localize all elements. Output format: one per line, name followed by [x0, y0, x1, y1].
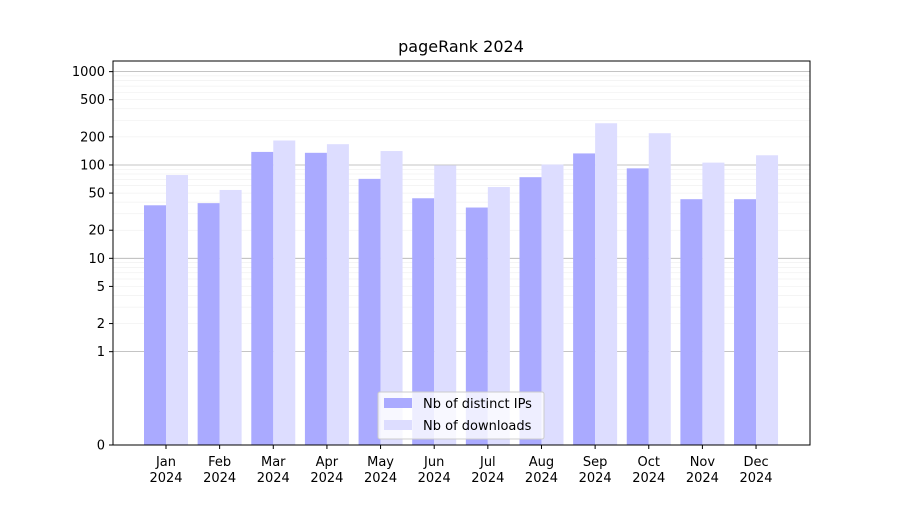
bar-downloads [219, 189, 242, 445]
x-tick-label-month: Mar [261, 455, 286, 470]
x-tick-label-year: 2024 [418, 471, 451, 486]
bar-downloads [487, 187, 510, 445]
x-tick-label-month: Oct [638, 455, 660, 470]
x-tick-label-year: 2024 [257, 471, 290, 486]
bar-downloads [756, 155, 779, 446]
y-tick-label: 5 [97, 280, 105, 295]
x-tick-label-month: Feb [208, 455, 231, 470]
x-tick-label-month: Sep [583, 455, 608, 470]
bar-distinct-ips [680, 199, 703, 445]
bar-distinct-ips [251, 151, 274, 445]
x-tick-label-year: 2024 [579, 471, 612, 486]
bar-distinct-ips [197, 203, 220, 445]
x-tick-label-year: 2024 [471, 471, 504, 486]
x-tick-label-year: 2024 [310, 471, 343, 486]
bar-downloads [326, 144, 349, 445]
bar-downloads [273, 140, 296, 445]
x-axis: Jan2024Feb2024Mar2024Apr2024May2024Jun20… [149, 445, 773, 486]
x-tick-label-month: Aug [529, 455, 554, 470]
x-tick-label-month: Jul [479, 455, 496, 470]
x-tick-label-month: Jun [423, 455, 444, 470]
x-tick-label-month: Nov [690, 455, 716, 470]
bar-distinct-ips [734, 199, 757, 445]
bar-downloads [380, 151, 403, 446]
legend-frame [377, 391, 545, 440]
x-tick-label-month: Apr [316, 455, 339, 470]
bar-distinct-ips [144, 205, 166, 445]
bar-distinct-ips [626, 168, 649, 445]
x-tick-label-year: 2024 [364, 471, 397, 486]
x-tick-label-year: 2024 [686, 471, 719, 486]
y-tick-label: 100 [80, 158, 105, 173]
legend-swatch-downloads [384, 420, 412, 430]
y-tick-label: 50 [88, 187, 105, 202]
bar-downloads [434, 165, 457, 446]
y-tick-label: 500 [80, 93, 105, 108]
legend-label-downloads: Nb of downloads [423, 419, 532, 434]
x-tick-label-year: 2024 [525, 471, 558, 486]
bar-downloads [541, 164, 564, 445]
x-tick-label-month: Jan [155, 455, 176, 470]
y-tick-label: 1 [97, 345, 105, 360]
legend: Nb of distinct IPs Nb of downloads [377, 391, 545, 440]
x-tick-label-month: May [367, 455, 394, 470]
bar-distinct-ips [412, 198, 435, 445]
y-tick-label: 20 [88, 224, 105, 239]
x-tick-label-year: 2024 [739, 471, 772, 486]
y-tick-label: 200 [80, 130, 105, 145]
legend-label-distinct-ips: Nb of distinct IPs [423, 397, 532, 412]
bar-distinct-ips [358, 178, 381, 445]
bar-distinct-ips [519, 177, 542, 446]
plot-area-frame [112, 60, 811, 446]
bar-distinct-ips [304, 152, 327, 445]
bar-downloads [166, 175, 188, 445]
x-tick-label-year: 2024 [149, 471, 182, 486]
x-tick-label-year: 2024 [632, 471, 665, 486]
x-tick-label-year: 2024 [203, 471, 236, 486]
y-tick-label: 1000 [72, 65, 105, 80]
bar-downloads [702, 162, 725, 445]
bar-downloads [648, 133, 671, 445]
y-axis: 0 1 2 5 10 20 50 100 200 500 1000 [72, 65, 113, 454]
y-tick-label: 10 [88, 252, 105, 267]
legend-swatch-distinct-ips [384, 398, 412, 408]
x-tick-label-month: Dec [743, 455, 768, 470]
y-tick-label: 0 [97, 439, 105, 454]
y-tick-label: 2 [97, 317, 105, 332]
bar-downloads [595, 123, 618, 446]
bar-distinct-ips [573, 153, 596, 445]
bar-distinct-ips [465, 207, 488, 445]
chart-title: pageRank 2024 [398, 37, 524, 56]
bars [144, 123, 779, 446]
